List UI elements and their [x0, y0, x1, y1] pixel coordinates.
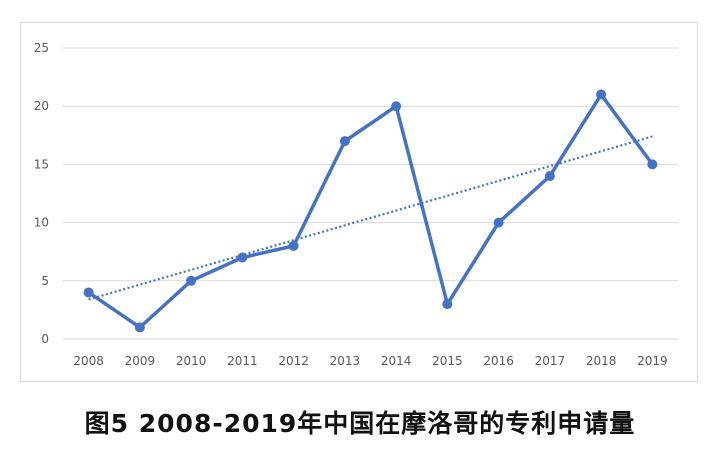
y-tick-label-15: 15	[34, 157, 49, 171]
data-point-2012	[288, 240, 299, 251]
data-point-2015	[442, 299, 453, 310]
x-tick-label-2016: 2016	[483, 354, 514, 368]
data-point-2014	[391, 101, 402, 112]
data-point-2017	[544, 171, 555, 182]
y-tick-label-25: 25	[34, 41, 49, 55]
y-tick-label-20: 20	[34, 99, 49, 113]
x-tick-label-2011: 2011	[227, 354, 258, 368]
x-tick-label-2013: 2013	[330, 354, 361, 368]
data-point-2016	[493, 217, 504, 228]
y-tick-label-10: 10	[34, 216, 49, 230]
points-layer	[83, 89, 658, 333]
gridlines	[63, 47, 678, 340]
x-tick-label-2018: 2018	[586, 354, 617, 368]
y-axis-ticks: 0 5 10 15 20 25	[34, 41, 49, 346]
y-tick-label-0: 0	[41, 332, 49, 346]
data-point-2018	[596, 89, 607, 100]
x-tick-label-2017: 2017	[535, 354, 566, 368]
data-point-2009	[134, 322, 145, 333]
x-tick-label-2009: 2009	[125, 354, 156, 368]
figure-caption: 图5 2008-2019年中国在摩洛哥的专利申请量	[84, 409, 636, 438]
data-point-2008	[83, 287, 94, 298]
series-line	[86, 92, 655, 330]
data-point-2013	[339, 136, 350, 147]
trendline-layer	[88, 135, 653, 301]
series-layer	[86, 92, 655, 330]
x-tick-label-2008: 2008	[73, 354, 104, 368]
data-point-2010	[186, 275, 197, 286]
x-axis-ticks: 2008 2009 2010 2011 2012 2013 2014 2015 2016 2017…	[73, 354, 667, 368]
y-tick-label-5: 5	[41, 274, 49, 288]
data-point-2019	[647, 159, 658, 170]
x-tick-label-2010: 2010	[176, 354, 207, 368]
data-point-2011	[237, 252, 248, 263]
x-tick-label-2015: 2015	[432, 354, 463, 368]
x-tick-label-2019: 2019	[637, 354, 668, 368]
trendline	[88, 135, 653, 301]
x-tick-label-2012: 2012	[278, 354, 309, 368]
x-tick-label-2014: 2014	[381, 354, 412, 368]
chart-frame: 0 5 10 15 20 25 2008 2009 2010 2011 2012 2013 2014 2…	[20, 22, 698, 382]
